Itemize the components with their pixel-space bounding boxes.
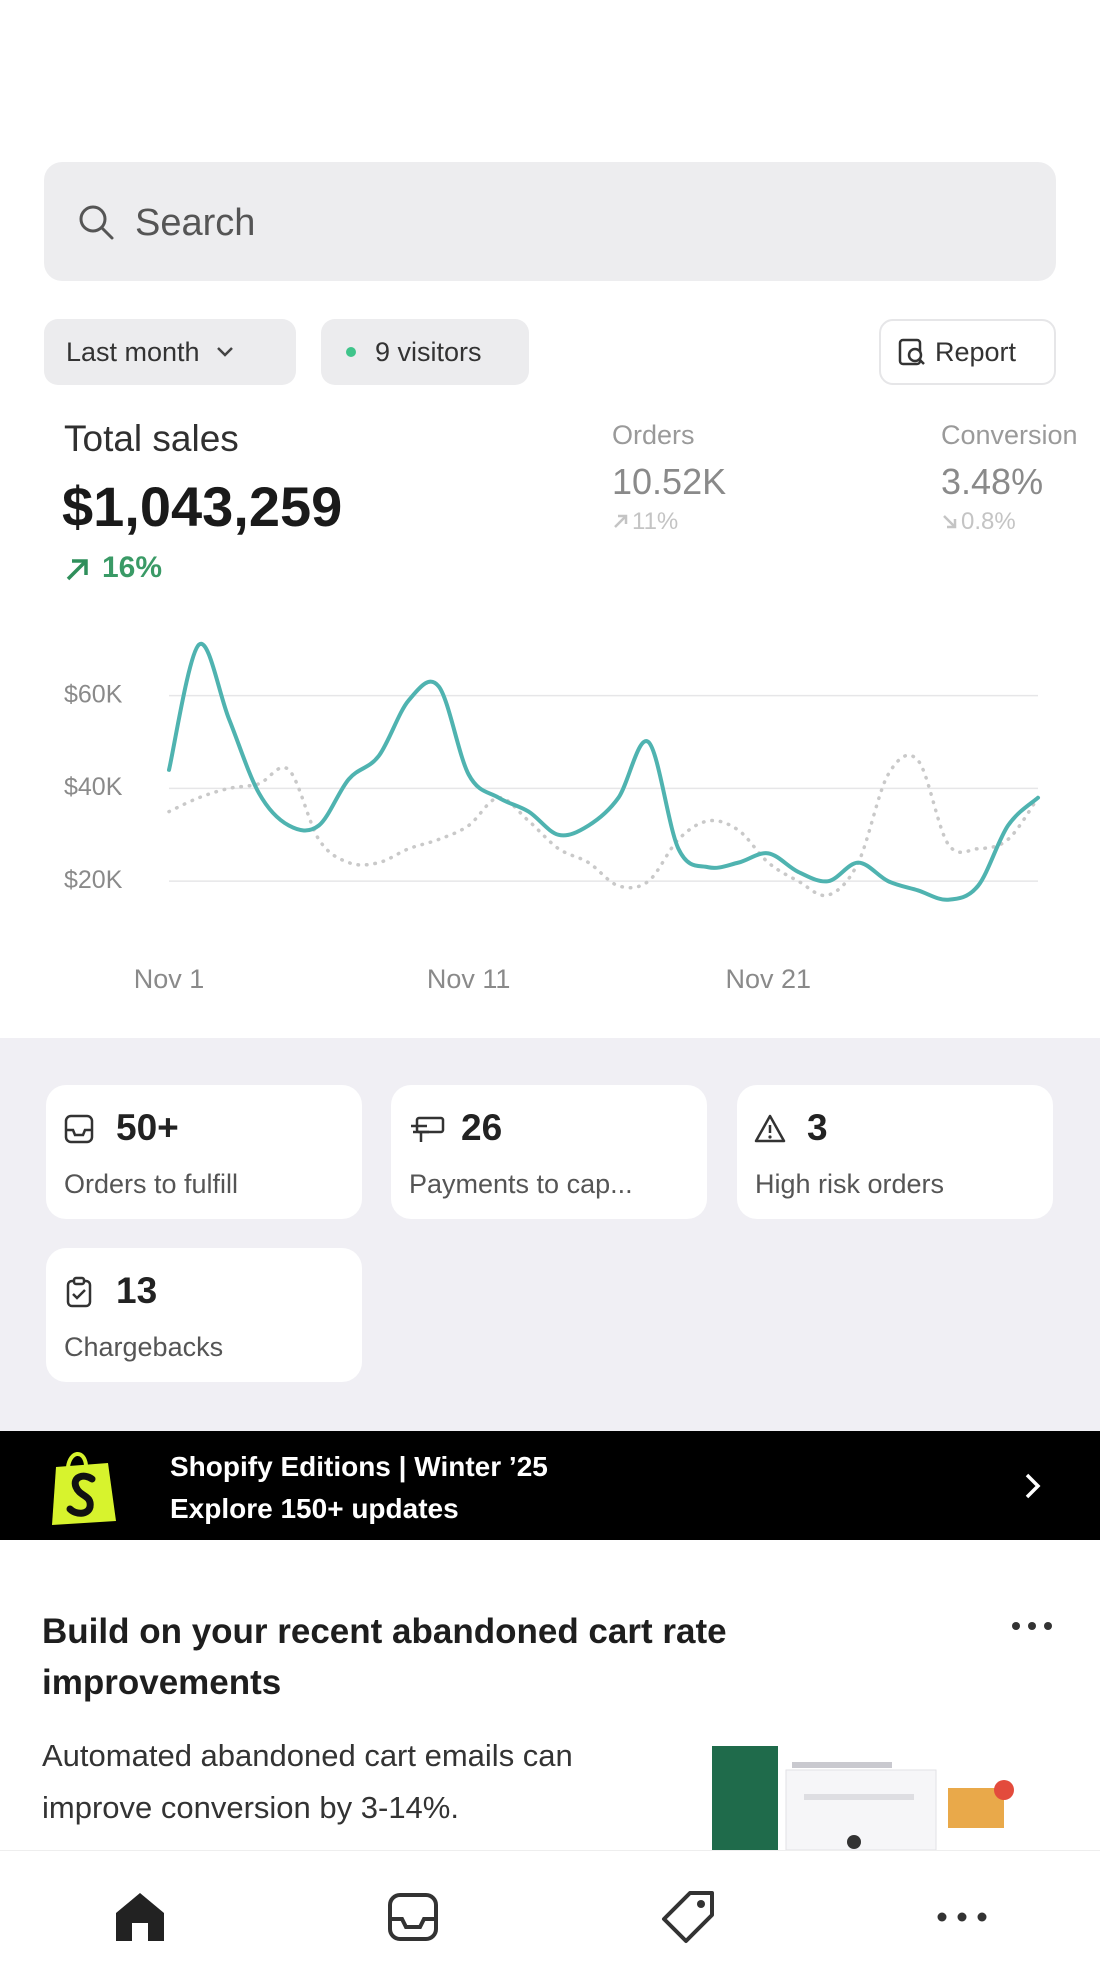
payment-icon (411, 1116, 445, 1142)
sales-chart: $20K $40K $60K Nov 1 Nov 11 Nov 21 (64, 641, 1040, 994)
y-tick-label: $20K (64, 866, 123, 894)
total-sales-change: 16% (102, 551, 163, 584)
task-label: Orders to fulfill (64, 1169, 239, 1199)
period-filter[interactable]: Last month (44, 319, 296, 385)
promo-body: Automated abandoned cart emails can impr… (42, 1738, 573, 1825)
promo-title: Build on your recent abandoned cart rate… (42, 1612, 727, 1702)
orders-value: 10.52K (612, 461, 727, 502)
task-card[interactable]: 26 Payments to cap... (391, 1085, 707, 1219)
period-label: Last month (66, 336, 200, 367)
home-tab[interactable] (112, 1889, 168, 1943)
promo-illustration (712, 1746, 1014, 1850)
orders-change: 11% (632, 508, 679, 535)
banner-title: Shopify Editions | Winter ’25 (170, 1451, 548, 1482)
task-count: 26 (461, 1107, 503, 1148)
y-tick-label: $60K (64, 680, 123, 708)
task-card[interactable]: 50+ Orders to fulfill (46, 1085, 362, 1219)
x-tick-label: Nov 1 (134, 964, 205, 994)
report-icon (898, 338, 925, 366)
trend-up-icon (66, 559, 88, 581)
report-label: Report (935, 336, 1017, 367)
total-sales-label: Total sales (64, 418, 239, 459)
live-dot (346, 347, 356, 357)
task-count: 3 (807, 1107, 828, 1148)
task-count: 13 (116, 1270, 158, 1311)
bottom-nav (0, 1850, 1100, 1961)
orders-label: Orders (612, 420, 695, 450)
task-count: 50+ (116, 1107, 179, 1148)
search-placeholder: Search (135, 202, 256, 244)
chevron-icon (216, 347, 233, 357)
chevron-right-icon (1025, 1473, 1041, 1499)
visitors-label: 9 visitors (375, 336, 482, 367)
total-sales-value: $1,043,259 (62, 475, 343, 538)
orders-tab[interactable] (386, 1891, 440, 1943)
visitors-pill[interactable]: 9 visitors (321, 319, 529, 385)
tasks-section: 50+ Orders to fulfill 26 Payments to cap… (0, 1038, 1100, 1431)
orders-trend-icon (614, 514, 628, 528)
task-label: High risk orders (755, 1169, 945, 1199)
shopify-logo (52, 1452, 116, 1525)
x-tick-label: Nov 21 (726, 964, 812, 994)
inbox-icon (64, 1114, 94, 1144)
task-card[interactable]: 3 High risk orders (737, 1085, 1053, 1219)
warning-icon (754, 1114, 786, 1143)
conversion-trend-icon (943, 515, 957, 529)
series-line (167, 753, 1040, 898)
editions-banner[interactable]: Shopify Editions | Winter ’25 Explore 15… (0, 1431, 1100, 1540)
task-label: Chargebacks (64, 1332, 224, 1362)
search-icon (79, 205, 114, 240)
task-card[interactable]: 13 Chargebacks (46, 1248, 362, 1382)
banner-subtitle: Explore 150+ updates (170, 1493, 459, 1524)
x-tick-label: Nov 11 (427, 964, 511, 994)
products-tab[interactable] (660, 1889, 716, 1945)
clipboard-icon (66, 1276, 92, 1308)
y-tick-label: $40K (64, 773, 123, 801)
search-bar[interactable]: Search (44, 162, 1056, 281)
report-button[interactable]: Report (879, 319, 1056, 385)
conversion-value: 3.48% (941, 461, 1044, 502)
series-line (167, 641, 1040, 902)
more-tab[interactable] (934, 1907, 990, 1927)
more-button[interactable] (1008, 1616, 1060, 1636)
task-label: Payments to cap... (409, 1169, 633, 1199)
conversion-change: 0.8% (961, 508, 1016, 535)
conversion-label: Conversion (941, 420, 1078, 450)
